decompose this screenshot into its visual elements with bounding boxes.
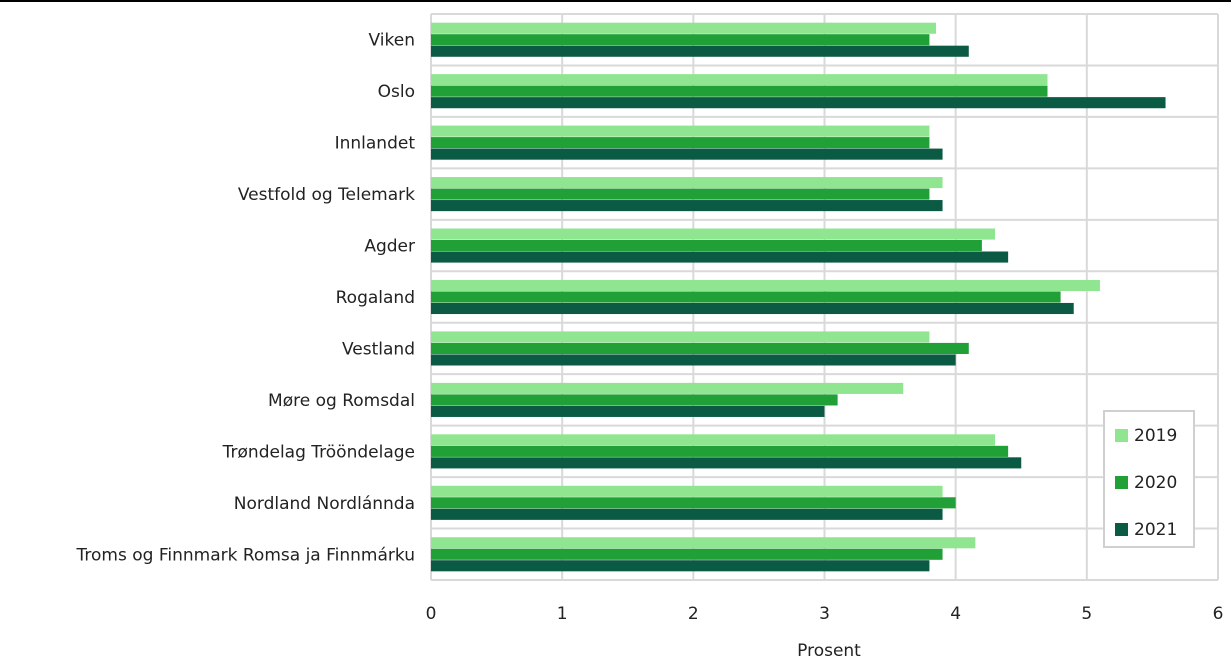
bar-2019: [431, 382, 904, 394]
category-label: Trøndelag Trööndelage: [222, 442, 415, 462]
bar-2020: [431, 34, 930, 46]
legend-label: 2021: [1134, 520, 1177, 540]
bar-2021: [431, 560, 930, 572]
bar-2020: [431, 497, 956, 509]
bar-2019: [431, 228, 996, 240]
bar-2020: [431, 188, 930, 200]
legend-swatch: [1115, 476, 1128, 489]
bar-2020: [431, 342, 969, 355]
bar-2019: [431, 125, 930, 137]
top-rule: [0, 0, 1231, 2]
bar-2019: [431, 22, 936, 34]
legend-label: 2020: [1134, 473, 1177, 493]
legend: 2019 2020 2021: [1103, 410, 1195, 548]
gridlines: [430, 13, 1219, 581]
bar-2020: [431, 445, 1009, 457]
bar-2020: [431, 291, 1061, 303]
category-label: Vestland: [342, 339, 415, 359]
category-label: Troms og Finnmark Romsa ja Finnmárku: [76, 545, 415, 565]
x-tick-labels: 0 1 2 3 4 5 6: [426, 604, 1224, 624]
bar-2019: [431, 485, 943, 497]
bar-2021: [431, 457, 1022, 469]
x-tick-label: 4: [950, 604, 961, 624]
category-label: Viken: [369, 31, 415, 51]
bar-2019: [431, 331, 930, 343]
bar-2019: [431, 537, 976, 549]
bar-2021: [431, 97, 1166, 109]
bar-2019: [431, 74, 1048, 86]
x-tick-label: 3: [819, 604, 830, 624]
bar-2019: [431, 177, 943, 189]
x-tick-label: 0: [426, 604, 437, 624]
bar-2021: [431, 148, 943, 160]
x-tick-label: 2: [688, 604, 699, 624]
bar-2019: [431, 279, 1100, 292]
category-label: Nordland Nordlánnda: [234, 494, 415, 514]
bar-2020: [431, 137, 930, 149]
category-label: Agder: [364, 237, 415, 257]
bars: [431, 22, 1166, 572]
bar-2021: [431, 251, 1009, 263]
bar-2021: [431, 508, 943, 520]
x-tick-label: 1: [557, 604, 568, 624]
bar-2021: [431, 354, 956, 366]
category-labels: Viken Oslo Innlandet Vestfold og Telemark Ag…: [76, 31, 416, 566]
legend-label: 2019: [1134, 426, 1177, 446]
bar-2020: [431, 394, 838, 406]
bar-2020: [431, 548, 943, 560]
x-tick-label: 6: [1213, 604, 1224, 624]
x-tick-label: 5: [1081, 604, 1092, 624]
category-label: Vestfold og Telemark: [238, 185, 415, 205]
category-label: Innlandet: [335, 134, 416, 154]
x-axis-title: Prosent: [797, 641, 861, 661]
category-label: Oslo: [378, 82, 415, 102]
legend-swatch: [1115, 523, 1128, 536]
legend-swatch: [1115, 429, 1128, 442]
bar-2020: [431, 239, 982, 252]
bar-2021: [431, 302, 1074, 315]
bar-2021: [431, 200, 943, 212]
category-label: Møre og Romsdal: [268, 391, 415, 411]
bar-2021: [431, 45, 969, 57]
bar-2019: [431, 434, 996, 446]
bar-2021: [431, 405, 825, 417]
category-label: Rogaland: [336, 288, 415, 308]
bar-2020: [431, 85, 1048, 97]
